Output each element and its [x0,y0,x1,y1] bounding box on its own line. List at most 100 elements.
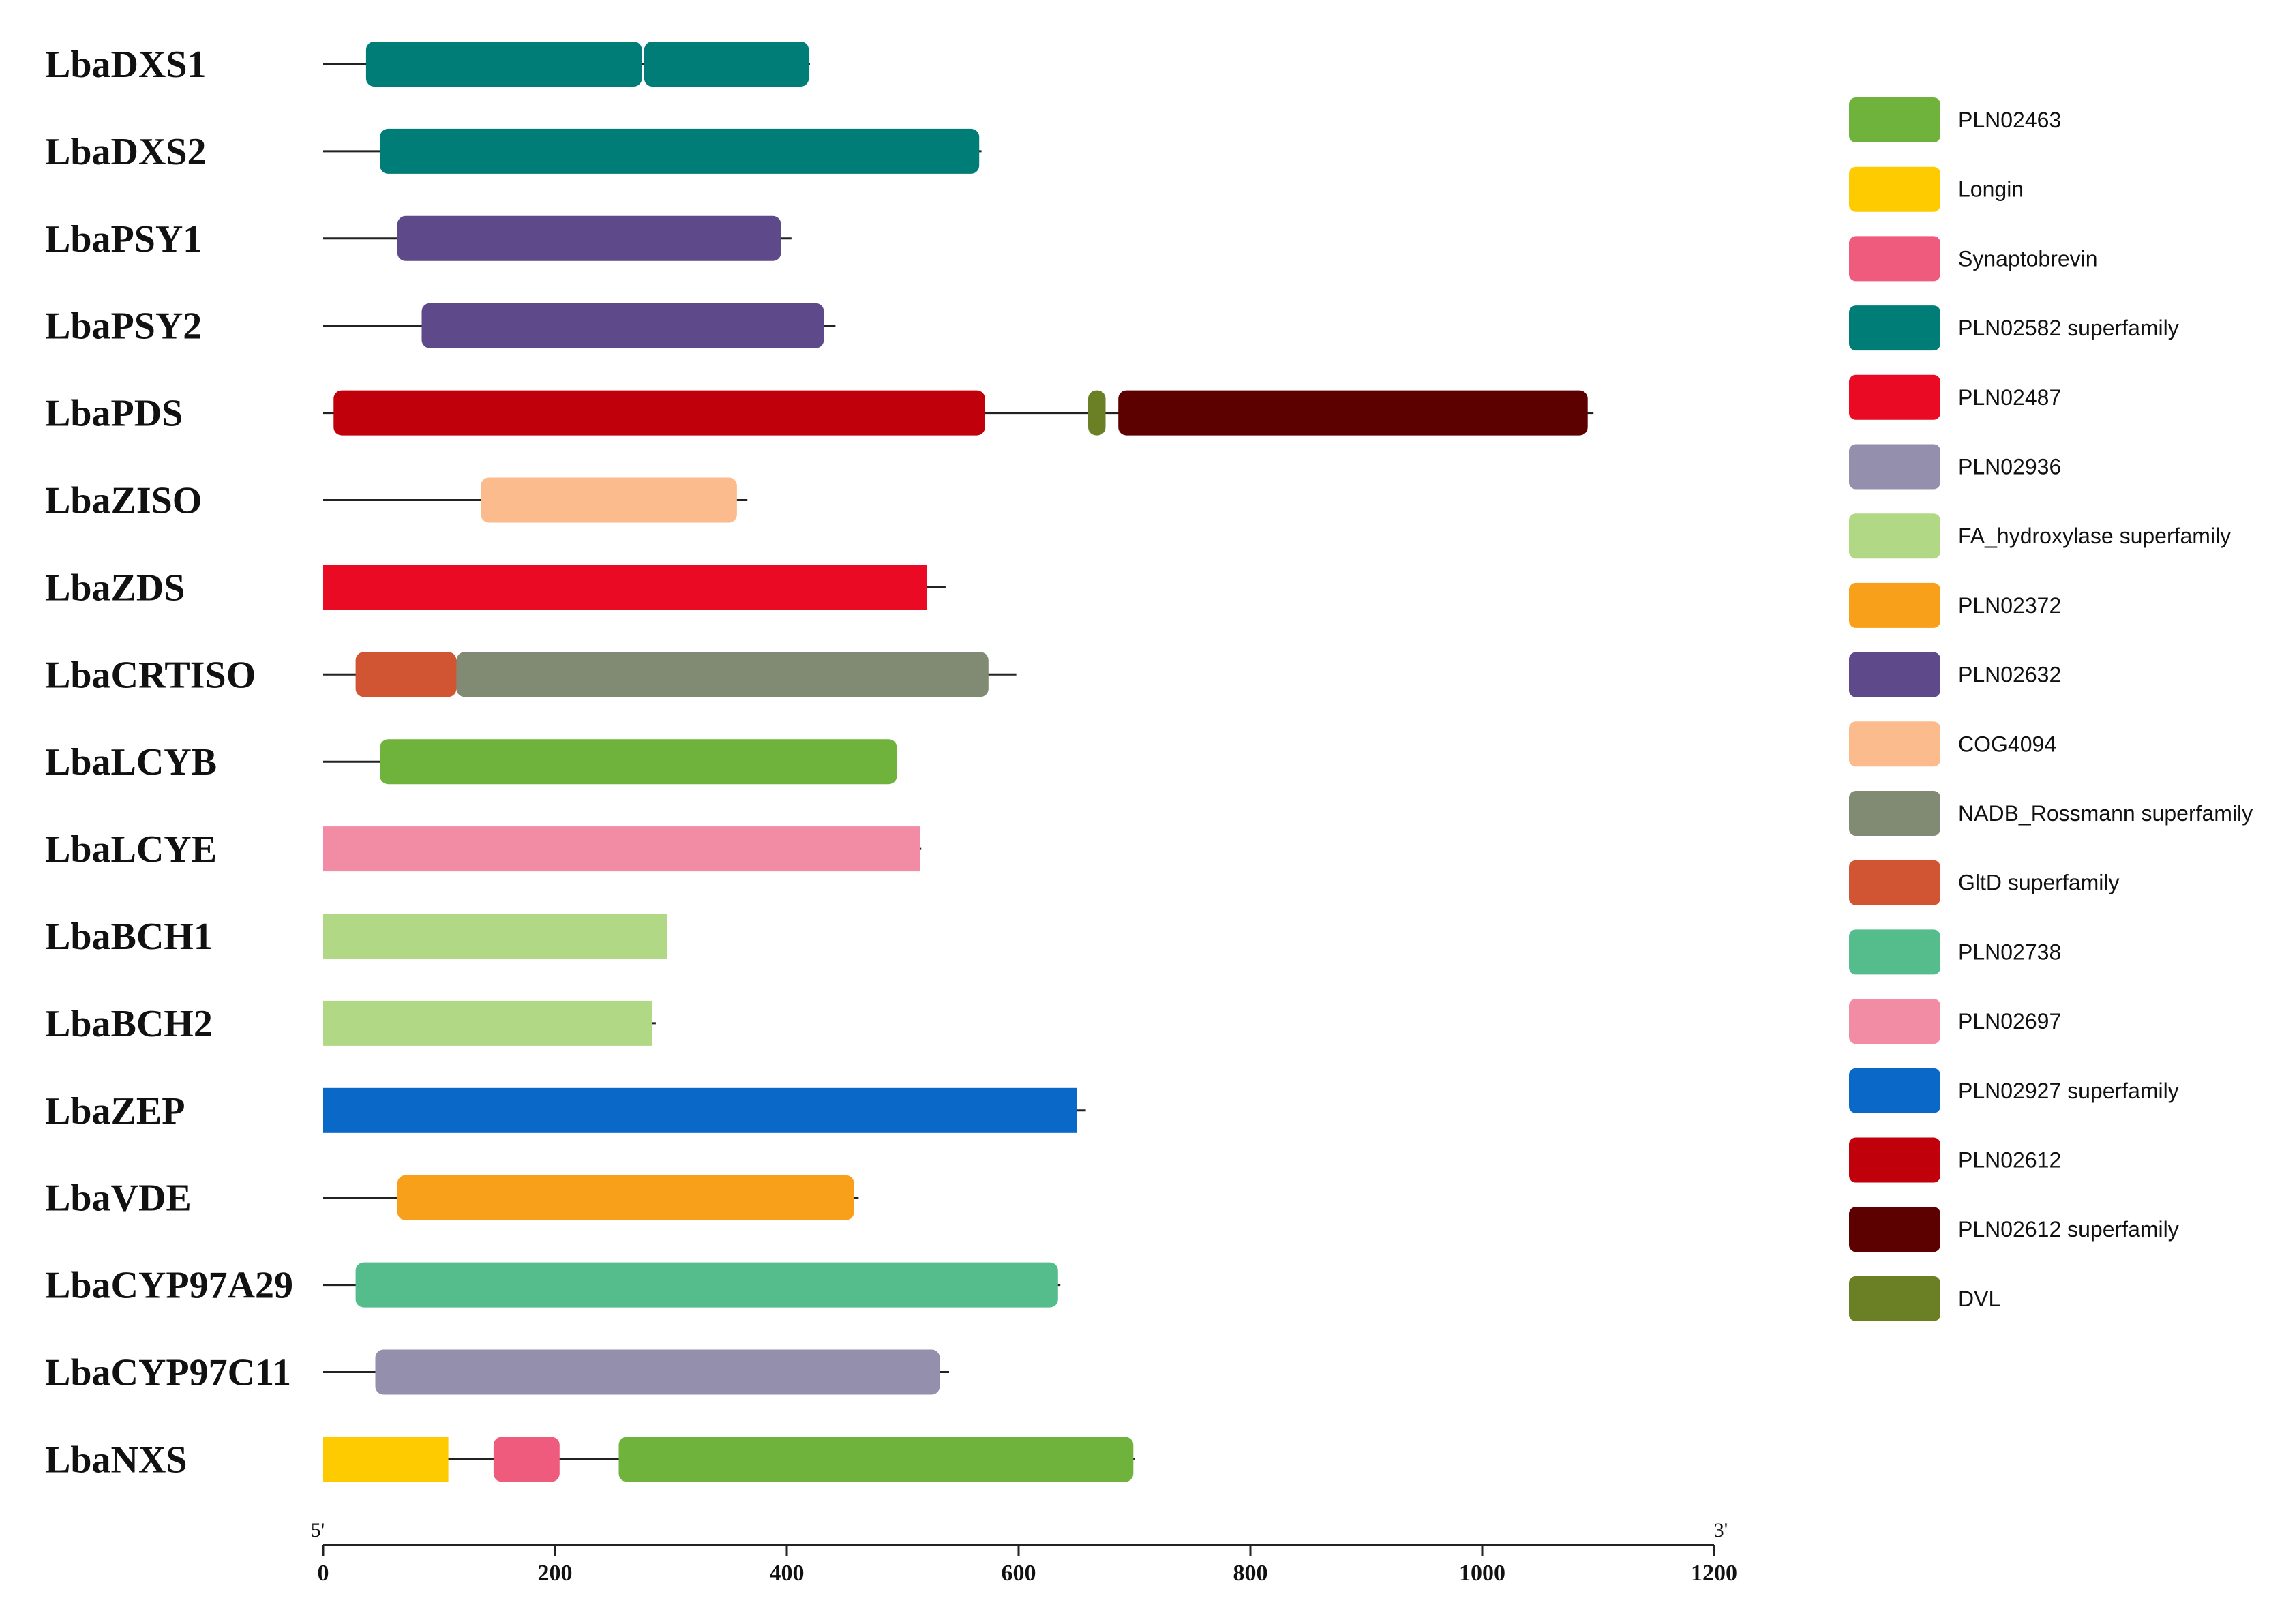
legend-label: FA_hydroxylase superfamily [1958,524,2231,548]
protein-row-lbavde: LbaVDE [45,1175,859,1220]
protein-name-label: LbaZISO [45,480,202,522]
protein-name-label: LbaCYP97A29 [45,1265,293,1307]
domain-pln02632 [421,303,824,348]
legend-item: PLN02632 [1849,652,2061,697]
protein-name-label: LbaPSY2 [45,305,202,348]
domain-pln02936 [375,1349,940,1395]
legend-item: Synaptobrevin [1849,236,2098,282]
protein-row-lbazep: LbaZEP [45,1087,1086,1133]
legend-item: PLN02697 [1849,999,2061,1044]
legend-item: PLN02612 superfamily [1849,1207,2179,1252]
axis-tick-label: 1000 [1459,1561,1505,1586]
domain-pln02463 [380,739,897,785]
legend-swatch [1849,513,1940,559]
protein-name-label: LbaVDE [45,1177,192,1220]
axis-3prime-label: 3' [1714,1519,1728,1542]
legend-item: PLN02738 [1849,929,2061,975]
protein-row-lbalcyb: LbaLCYB [45,739,897,785]
protein-name-label: LbaLCYB [45,741,217,783]
axis-tick-label: 800 [1233,1561,1268,1586]
legend-swatch [1849,97,1940,142]
protein-row-lbacyp97a29: LbaCYP97A29 [45,1262,1061,1308]
domain-pln02697 [323,826,920,872]
legend-label: PLN02612 [1958,1148,2061,1173]
legend-label: PLN02927 superfamily [1958,1079,2179,1103]
domain-nadb-rossmann-superfamily [456,652,989,697]
legend-swatch [1849,721,1940,767]
domain-pln02463 [618,1437,1134,1482]
axis-5prime-label: 5' [311,1519,325,1542]
domain-pln02582-superfamily [644,42,809,87]
axis-tick-label: 1200 [1691,1561,1737,1586]
axis-tick-label: 0 [318,1561,329,1586]
legend-swatch [1849,1068,1940,1113]
legend-item: PLN02927 superfamily [1849,1068,2179,1113]
legend-item: PLN02612 [1849,1137,2061,1183]
protein-row-lbalcye: LbaLCYE [45,826,922,872]
legend-swatch [1849,444,1940,490]
legend-swatch [1849,582,1940,628]
protein-name-label: LbaLCYE [45,828,217,871]
legend-label: PLN02612 superfamily [1958,1217,2179,1242]
legend-item: FA_hydroxylase superfamily [1849,513,2231,559]
domain-cog4094 [481,477,737,523]
protein-row-lbaziso: LbaZISO [45,477,748,523]
protein-row-lbapds: LbaPDS [45,390,1594,436]
legend-label: Longin [1958,177,2024,202]
axis-tick-label: 200 [538,1561,573,1586]
protein-row-lbazds: LbaZDS [45,565,946,610]
legend-swatch [1849,791,1940,836]
legend-swatch [1849,236,1940,282]
legend-swatch [1849,1276,1940,1321]
protein-name-label: LbaDXS1 [45,44,207,86]
legend-swatch [1849,166,1940,212]
protein-row-lbabch2: LbaBCH2 [45,1000,656,1046]
protein-row-lbadxs1: LbaDXS1 [45,42,810,87]
protein-tracks: LbaDXS1 LbaDXS2 LbaPSY1 LbaPSY2 LbaPDS LbaZIS… [45,42,1594,1482]
legend-item: DVL [1849,1276,2000,1321]
legend-label: COG4094 [1958,732,2056,756]
legend-label: GltD superfamily [1958,871,2120,895]
legend-label: PLN02936 [1958,455,2061,479]
domain-longin [323,1437,449,1482]
domain-pln02927-superfamily [323,1087,1077,1133]
legend-item: Longin [1849,166,2024,212]
legend-item: COG4094 [1849,721,2056,767]
domain-pln02582-superfamily [380,128,980,174]
axis-tick-label: 600 [1002,1561,1036,1586]
protein-row-lbapsy1: LbaPSY1 [45,215,792,261]
legend-swatch [1849,652,1940,697]
legend-label: PLN02463 [1958,108,2061,132]
legend-item: GltD superfamily [1849,860,2120,905]
domain-pln02612-superfamily [1118,390,1588,436]
protein-name-label: LbaPDS [45,393,183,435]
protein-row-lbacrtiso: LbaCRTISO [45,652,1017,697]
protein-name-label: LbaPSY1 [45,218,202,260]
legend-item: PLN02372 [1849,582,2061,628]
domain-pln02612 [333,390,985,436]
legend-label: NADB_Rossmann superfamily [1958,801,2253,826]
domain-pln02372 [397,1175,854,1220]
protein-row-lbanxs: LbaNXS [45,1437,1134,1482]
legend-swatch [1849,929,1940,975]
protein-name-label: LbaNXS [45,1439,187,1481]
length-axis: 0 200 400 600 800 1000 1200 5' 3' [311,1519,1737,1586]
axis-tick-label: 400 [770,1561,805,1586]
protein-name-label: LbaBCH1 [45,916,213,958]
legend-item: PLN02582 superfamily [1849,305,2179,351]
protein-name-label: LbaCRTISO [45,654,256,696]
legend-label: DVL [1958,1287,2000,1311]
domain-pln02487 [323,565,927,610]
legend-label: PLN02372 [1958,593,2061,618]
protein-row-lbapsy2: LbaPSY2 [45,303,836,348]
legend-label: PLN02697 [1958,1009,2061,1034]
legend-label: PLN02487 [1958,385,2061,410]
legend-label: PLN02632 [1958,663,2061,687]
legend-label: Synaptobrevin [1958,246,2098,271]
protein-name-label: LbaDXS2 [45,131,207,173]
legend-item: NADB_Rossmann superfamily [1849,791,2253,836]
domain-synaptobrevin [493,1437,560,1482]
domain-fa-hydroxylase-superfamily [323,914,667,959]
domain-gltd-superfamily [355,652,457,697]
